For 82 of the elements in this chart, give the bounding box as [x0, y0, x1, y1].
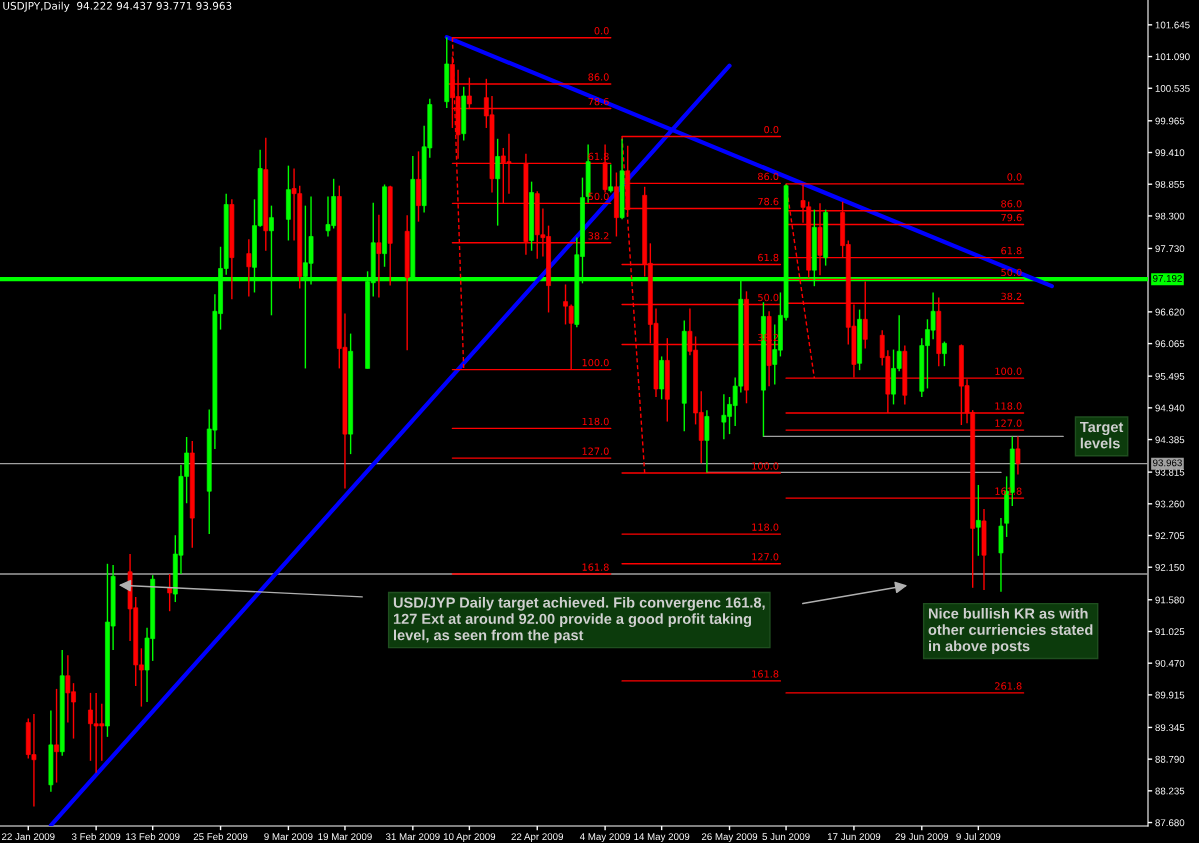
- y-tick-label: 99.410: [1155, 149, 1185, 157]
- series-label: 61.8: [1001, 246, 1022, 255]
- series-label: 50.0: [758, 293, 779, 302]
- series-label: 38.2: [1001, 292, 1022, 301]
- x-tick-label: 14 May 2009: [634, 833, 690, 842]
- x-tick-label: 4 May 2009: [579, 833, 631, 842]
- y-tick-label: 100.535: [1155, 84, 1190, 92]
- series-label: 127.0: [752, 553, 779, 561]
- x-tick-label: 22 Apr 2009: [511, 833, 563, 842]
- x-tick-label: 17 Jun 2009: [827, 833, 881, 841]
- series-label: 100.0: [995, 367, 1022, 375]
- candlestick: [246, 238, 252, 298]
- candlestick: [704, 409, 710, 474]
- candlestick: [376, 214, 382, 299]
- series-label: 261.8: [995, 682, 1022, 690]
- y-tick-label: 99.965: [1155, 117, 1185, 125]
- y-tick-label: 101.645: [1155, 21, 1190, 29]
- series-label: 86.0: [758, 172, 779, 181]
- series-label: 100.0: [582, 358, 609, 367]
- annotation: USD/JYP Daily target achieved. Fib convergenc 161.8, 127 Ext at around 92.00 provide a good profit taking level, as seen from the past: [393, 597, 765, 644]
- y-tick-label: 89.345: [1155, 724, 1185, 732]
- series-label: 118.0: [582, 417, 609, 426]
- x-tick-label: 9 Jul 2009: [956, 832, 1001, 841]
- candlestick: [942, 340, 947, 367]
- y-tick-label: 93.815: [1155, 468, 1185, 476]
- ref-line-label: 97.192: [1153, 274, 1182, 282]
- candlestick: [54, 688, 59, 784]
- x-tick-label: 25 Feb 2009: [193, 832, 248, 841]
- series-label: 161.8: [752, 670, 779, 678]
- y-tick-label: 96.065: [1155, 340, 1185, 348]
- series-label: 79.6: [1001, 213, 1022, 222]
- x-tick-label: 10 Apr 2009: [443, 833, 496, 842]
- y-tick-label: 97.730: [1155, 245, 1185, 253]
- series-label: 38.2: [588, 232, 609, 240]
- candlestick: [1015, 435, 1021, 476]
- y-tick-label: 95.495: [1155, 372, 1185, 380]
- x-tick-label: 9 Mar 2009: [264, 833, 313, 841]
- x-tick-label: 31 Mar 2009: [385, 833, 440, 841]
- y-tick-label: 98.300: [1155, 212, 1185, 220]
- x-tick-label: 22 Jan 2009: [2, 833, 55, 841]
- y-tick-label: 88.235: [1155, 787, 1185, 795]
- y-tick-label: 98.855: [1155, 180, 1185, 188]
- series-label: 0.0: [1007, 173, 1022, 181]
- y-tick-label: 92.150: [1155, 563, 1185, 571]
- candlestick: [495, 138, 501, 227]
- series-label: 127.0: [995, 419, 1022, 427]
- series-label: 86.0: [1001, 200, 1022, 208]
- y-tick-label: 87.680: [1155, 819, 1185, 827]
- series-label: 61.8: [758, 253, 779, 262]
- x-tick-label: 29 Jun 2009: [895, 833, 949, 841]
- series-label: 118.0: [995, 402, 1022, 410]
- annotation: Nice bullish KR as with other curriencies stated in above posts: [928, 608, 1093, 655]
- series-label: 118.0: [752, 523, 779, 531]
- series-label: 0.0: [764, 125, 779, 134]
- y-tick-label: 101.090: [1155, 53, 1190, 61]
- y-tick-label: 94.385: [1155, 436, 1185, 444]
- y-tick-label: 89.915: [1155, 691, 1185, 699]
- y-tick-label: 96.620: [1155, 308, 1185, 316]
- chart-title: USDJPY,Daily 94.222 94.437 93.771 93.963: [3, 1, 232, 12]
- y-tick-label: 91.580: [1155, 596, 1185, 604]
- y-tick-label: 93.260: [1155, 500, 1185, 508]
- series-label: 86.0: [588, 73, 609, 81]
- candlestick: [608, 163, 614, 194]
- x-tick-label: 26 May 2009: [701, 833, 758, 842]
- series-label: 161.8: [582, 563, 609, 571]
- series-label: 78.6: [758, 197, 779, 206]
- y-tick-label: 94.940: [1155, 404, 1185, 412]
- ref-line-label: 93.963: [1153, 459, 1182, 467]
- annotation: Target levels: [1080, 421, 1124, 449]
- y-tick-label: 90.470: [1155, 659, 1185, 667]
- y-tick-label: 91.025: [1155, 628, 1185, 636]
- x-tick-label: 3 Feb 2009: [71, 832, 121, 841]
- candlestick: [975, 484, 981, 557]
- x-tick-label: 19 Mar 2009: [318, 833, 372, 841]
- y-tick-label: 92.705: [1155, 532, 1185, 540]
- y-tick-label: 88.790: [1155, 755, 1185, 763]
- x-tick-label: 13 Feb 2009: [126, 832, 180, 841]
- series-label: 100.0: [752, 462, 779, 470]
- candlestick: [167, 573, 173, 612]
- series-label: 0.0: [594, 27, 609, 35]
- x-tick-label: 5 Jun 2009: [762, 833, 810, 841]
- series-label: 127.0: [582, 447, 609, 455]
